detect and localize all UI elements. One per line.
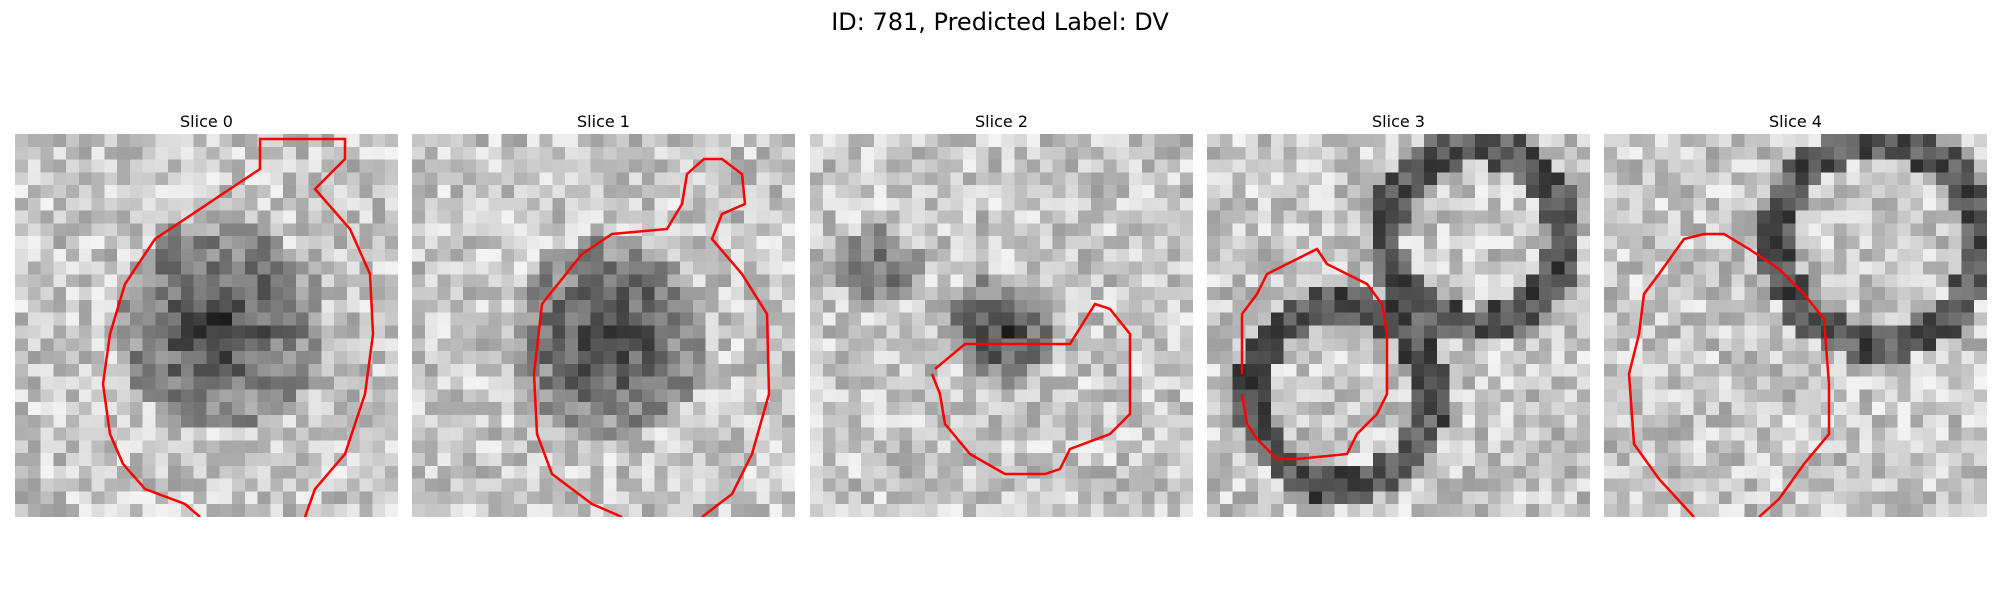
contour-overlay-4 bbox=[1627, 232, 1831, 517]
slice-title-3: Slice 3 bbox=[1372, 112, 1425, 131]
slice-title-4: Slice 4 bbox=[1769, 112, 1822, 131]
slice-title-0: Slice 0 bbox=[180, 112, 233, 131]
slice-panel-2: Slice 2 bbox=[810, 110, 1193, 517]
contour-1 bbox=[532, 157, 771, 517]
slice-title-1: Slice 1 bbox=[577, 112, 630, 131]
slice-image-0 bbox=[15, 134, 398, 517]
slice-pixels-0 bbox=[15, 134, 398, 517]
slice-panel-0: Slice 0 bbox=[15, 110, 398, 517]
slice-image-3 bbox=[1207, 134, 1590, 517]
figure-title: ID: 781, Predicted Label: DV bbox=[831, 8, 1169, 36]
contour-0 bbox=[101, 137, 375, 517]
slice-panel-4: Slice 4 bbox=[1604, 110, 1987, 517]
slice-image-4 bbox=[1604, 134, 1987, 517]
contour-4 bbox=[1627, 232, 1831, 517]
slice-pixels-1 bbox=[412, 134, 795, 517]
contour-overlay-2 bbox=[930, 302, 1132, 476]
slice-panel-3: Slice 3 bbox=[1207, 110, 1590, 517]
slice-image-1 bbox=[412, 134, 795, 517]
contour-overlay-1 bbox=[532, 157, 771, 517]
slice-pixels-2 bbox=[810, 134, 1193, 517]
contour-2 bbox=[930, 302, 1132, 476]
slice-panel-1: Slice 1 bbox=[412, 110, 795, 517]
contour-3 bbox=[1240, 247, 1389, 461]
slice-image-2 bbox=[810, 134, 1193, 517]
contour-overlay-0 bbox=[101, 137, 375, 517]
slice-pixels-4 bbox=[1604, 134, 1987, 517]
contour-overlay-3 bbox=[1240, 247, 1389, 461]
slice-title-2: Slice 2 bbox=[975, 112, 1028, 131]
